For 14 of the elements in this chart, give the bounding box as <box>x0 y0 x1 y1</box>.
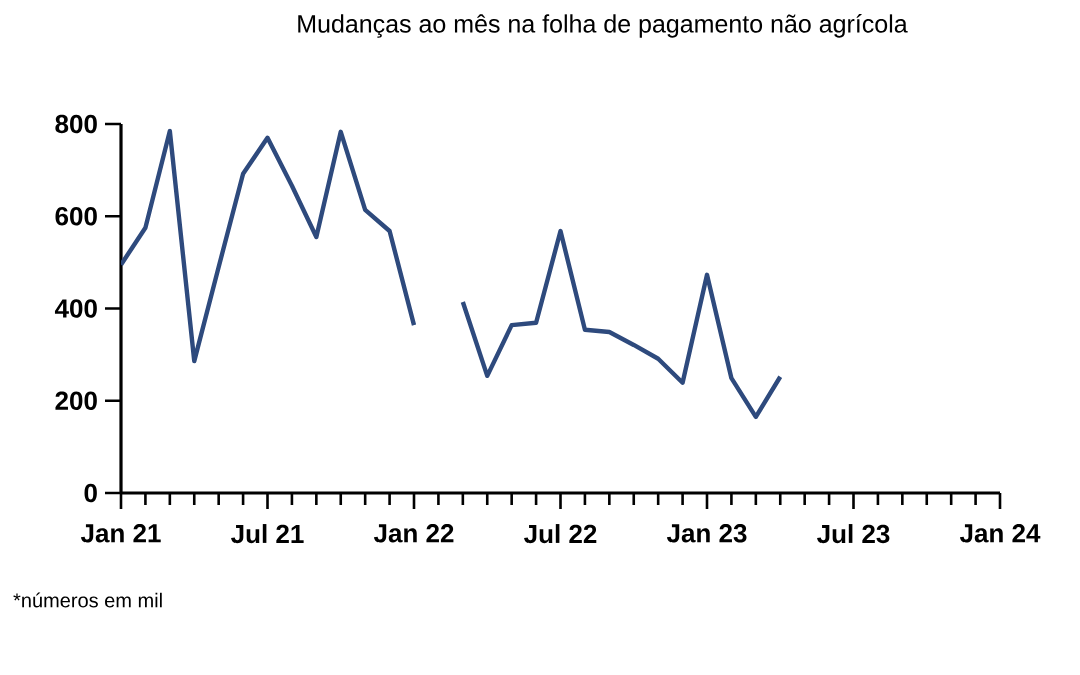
y-tick-label: 400 <box>54 299 97 318</box>
x-tick-label: Jan 24 <box>959 524 1041 543</box>
y-tick-label: 800 <box>55 114 97 134</box>
x-tick-label: Jan 23 <box>666 524 747 543</box>
y-tick-label: 600 <box>55 207 97 226</box>
x-tick-label: Jul 21 <box>231 524 304 544</box>
chart-title: Mudanças ao mês na folha de pagamento não agrícola <box>298 14 908 38</box>
x-tick-label: Jul 22 <box>524 524 597 544</box>
x-tick-label: Jul 23 <box>817 524 890 544</box>
y-tick-label: 0 <box>84 483 97 503</box>
x-tick-label: Jan 22 <box>373 524 454 543</box>
text: *números em mil <box>13 592 162 608</box>
x-tick-label: Jan 21 <box>80 524 161 543</box>
y-tick-label: 200 <box>55 391 97 410</box>
